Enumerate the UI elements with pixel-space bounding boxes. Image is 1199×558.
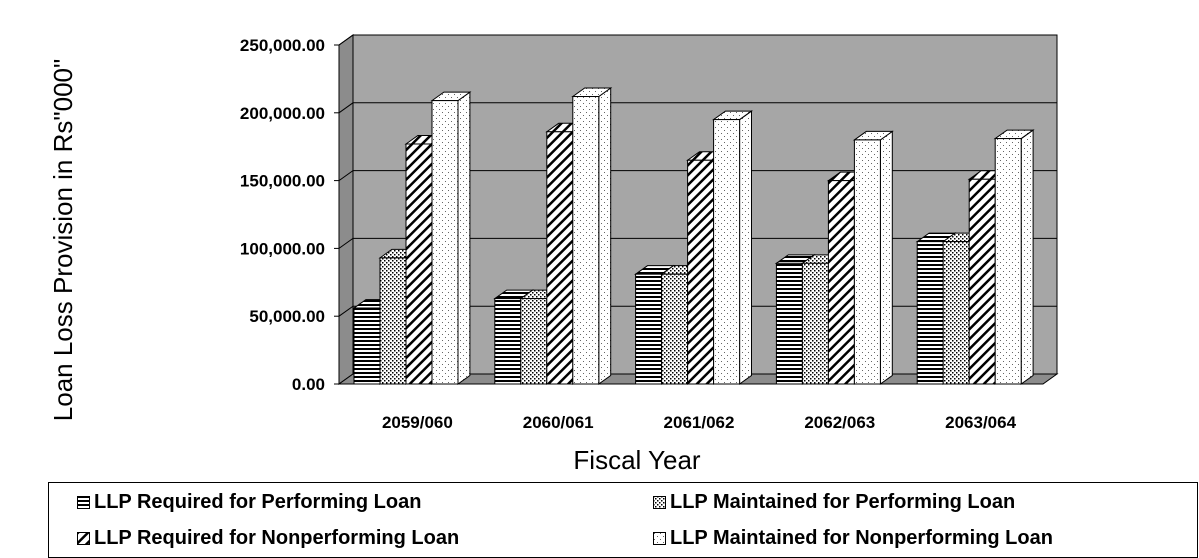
legend-item: LLP Maintained for Nonperforming Loan [653, 527, 1053, 550]
bar-front [661, 273, 689, 385]
legend-swatch-icon [77, 496, 90, 509]
bar-front [353, 307, 381, 385]
bar-front [968, 178, 996, 385]
bar-front [687, 159, 715, 385]
y-axis-label: Loan Loss Provision in Rs"000" [48, 59, 78, 421]
legend-item: LLP Required for Nonperforming Loan [77, 527, 459, 550]
gridline [338, 237, 1057, 249]
x-tick-label: 2063/064 [945, 413, 1016, 432]
legend: LLP Required for Performing Loan LLP Mai… [48, 482, 1198, 558]
bar [852, 130, 894, 385]
y-tick-label: 250,000.00 [240, 36, 325, 55]
bar-front [546, 131, 574, 385]
bar-front [405, 143, 433, 385]
legend-item: LLP Maintained for Performing Loan [653, 491, 1015, 514]
x-tick-label: 2062/063 [804, 413, 875, 432]
bars-group [352, 87, 1035, 385]
bar [993, 129, 1035, 385]
y-tick-label: 150,000.00 [240, 172, 325, 191]
gridline [338, 102, 1057, 114]
bar [430, 91, 472, 385]
bar-front [916, 241, 944, 385]
x-tick-label: 2060/061 [523, 413, 594, 432]
gridline [338, 170, 1057, 182]
y-tick-label: 200,000.00 [240, 104, 325, 123]
bar-front [775, 262, 803, 385]
bar-front [942, 241, 970, 385]
bar-side [1020, 129, 1034, 385]
legend-swatch-icon [653, 532, 666, 545]
x-tick-label: 2061/062 [664, 413, 735, 432]
axis-group: 0.00 50,000.00 100,000.00 150,000.00 200,000… [240, 36, 1043, 432]
bar-front [827, 180, 855, 385]
bar-side [879, 130, 893, 385]
gridline [338, 34, 1057, 46]
y-tick-label: 0.00 [292, 375, 325, 394]
bar [571, 87, 613, 385]
bar-front [431, 100, 459, 385]
bar-front [379, 257, 407, 385]
y-tick-label: 100,000.00 [240, 239, 325, 258]
bar-front [853, 139, 881, 385]
legend-label: LLP Maintained for Performing Loan [670, 491, 1016, 513]
bar-front [801, 262, 829, 385]
legend-label: LLP Maintained for Nonperforming Loan [670, 527, 1053, 549]
bar-front [635, 273, 663, 385]
legend-swatch-icon [77, 532, 90, 545]
bar [712, 110, 754, 385]
bar-front [572, 96, 600, 385]
legend-label: LLP Required for Performing Loan [94, 491, 422, 513]
bar-side [457, 91, 471, 385]
legend-swatch-icon [653, 496, 666, 509]
bar-front [994, 138, 1022, 385]
plot-side-wall [338, 34, 354, 385]
y-tick-label: 50,000.00 [249, 307, 325, 326]
legend-item: LLP Required for Performing Loan [77, 491, 421, 514]
chart-svg: 0.00 50,000.00 100,000.00 150,000.00 200,000… [48, 34, 1059, 475]
bar-side [598, 87, 612, 385]
x-tick-label: 2059/060 [382, 413, 453, 432]
bar-front [494, 298, 522, 385]
legend-label: LLP Required for Nonperforming Loan [94, 527, 460, 549]
x-axis-label: Fiscal Year [573, 445, 701, 475]
bar-side [739, 110, 752, 385]
bar-front [520, 298, 548, 385]
bar-front [713, 119, 741, 385]
